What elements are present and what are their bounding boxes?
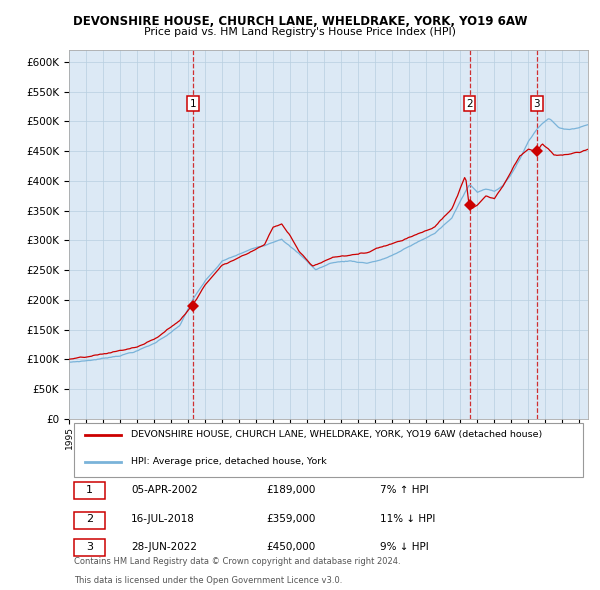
Text: This data is licensed under the Open Government Licence v3.0.: This data is licensed under the Open Gov… xyxy=(74,576,343,585)
Text: Price paid vs. HM Land Registry's House Price Index (HPI): Price paid vs. HM Land Registry's House … xyxy=(144,27,456,37)
FancyBboxPatch shape xyxy=(74,539,106,556)
Text: 3: 3 xyxy=(533,99,540,109)
Text: £359,000: £359,000 xyxy=(266,514,316,525)
Text: 05-APR-2002: 05-APR-2002 xyxy=(131,485,198,495)
Text: 1: 1 xyxy=(86,485,93,495)
Text: DEVONSHIRE HOUSE, CHURCH LANE, WHELDRAKE, YORK, YO19 6AW (detached house): DEVONSHIRE HOUSE, CHURCH LANE, WHELDRAKE… xyxy=(131,430,542,440)
Text: 16-JUL-2018: 16-JUL-2018 xyxy=(131,514,195,525)
Text: 11% ↓ HPI: 11% ↓ HPI xyxy=(380,514,436,525)
Text: 1: 1 xyxy=(190,99,196,109)
Text: 3: 3 xyxy=(86,542,93,552)
FancyBboxPatch shape xyxy=(74,483,106,499)
FancyBboxPatch shape xyxy=(74,512,106,529)
Text: Contains HM Land Registry data © Crown copyright and database right 2024.: Contains HM Land Registry data © Crown c… xyxy=(74,557,401,566)
Text: 9% ↓ HPI: 9% ↓ HPI xyxy=(380,542,429,552)
Text: £189,000: £189,000 xyxy=(266,485,316,495)
FancyBboxPatch shape xyxy=(74,424,583,477)
Text: 2: 2 xyxy=(466,99,473,109)
Text: DEVONSHIRE HOUSE, CHURCH LANE, WHELDRAKE, YORK, YO19 6AW: DEVONSHIRE HOUSE, CHURCH LANE, WHELDRAKE… xyxy=(73,15,527,28)
Text: HPI: Average price, detached house, York: HPI: Average price, detached house, York xyxy=(131,457,327,466)
Text: 7% ↑ HPI: 7% ↑ HPI xyxy=(380,485,429,495)
Text: 2: 2 xyxy=(86,514,94,525)
Text: 28-JUN-2022: 28-JUN-2022 xyxy=(131,542,197,552)
Text: £450,000: £450,000 xyxy=(266,542,316,552)
